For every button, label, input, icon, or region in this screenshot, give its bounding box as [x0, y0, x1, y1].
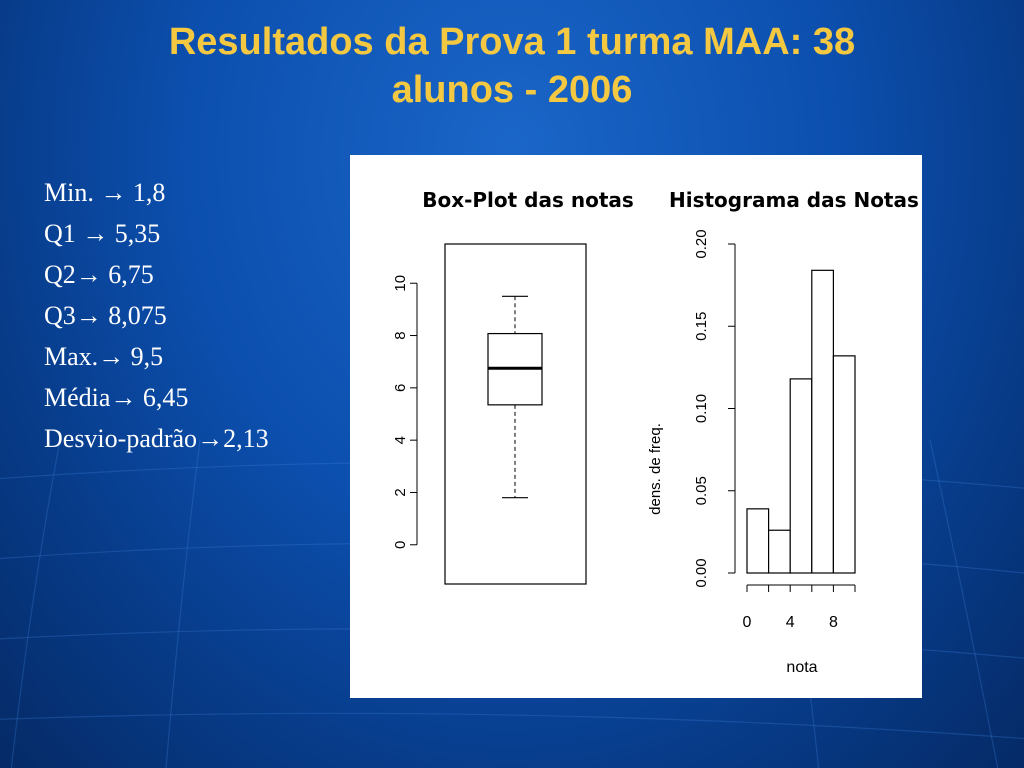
stat-value: 6,45 — [142, 383, 189, 412]
stat-value: 8,075 — [108, 301, 167, 330]
stat-value: 2,13 — [223, 424, 269, 453]
stat-label: Média — [44, 383, 111, 412]
histogram-bar — [746, 508, 770, 574]
histogram-y-tick-label: 0.15 — [693, 312, 710, 341]
stat-value: 6,75 — [108, 260, 154, 289]
histogram-marks: 0.00 0.05 0.10 0.15 0.20 0 4 8 — [693, 229, 856, 631]
stat-q3: Q3→ 8,075 — [44, 295, 269, 336]
summary-statistics-list: Min. → 1,8 Q1 → 5,35 Q2→ 6,75 Q3→ 8,075 … — [44, 172, 269, 459]
stat-mean: Média→ 6,45 — [44, 377, 269, 418]
boxplot-frame — [444, 243, 587, 585]
arrow-icon: → — [82, 219, 109, 248]
boxplot-y-tick-label: 2 — [392, 488, 409, 496]
stat-value: 1,8 — [132, 178, 166, 207]
stat-value: 9,5 — [130, 342, 164, 371]
arrow-icon: → — [98, 342, 125, 371]
stat-label: Q2 — [44, 260, 76, 289]
boxplot-y-tick-label: 4 — [392, 436, 409, 444]
arrow-icon: → — [110, 383, 137, 412]
histogram-x-axis-label: nota — [786, 659, 817, 676]
stat-label: Q3 — [44, 301, 76, 330]
arrow-icon: → — [75, 301, 102, 330]
histogram-bar — [811, 269, 834, 574]
histogram-y-tick-label: 0.00 — [693, 558, 710, 587]
boxplot-marks: 0 2 4 6 8 10 — [392, 275, 543, 549]
stat-q1: Q1 → 5,35 — [44, 213, 269, 254]
stat-value: 5,35 — [114, 219, 161, 248]
histogram-x-tick-label: 8 — [829, 614, 838, 631]
boxplot-title: Box-Plot das notas — [422, 188, 634, 212]
histogram-y-tick-label: 0.20 — [693, 229, 710, 258]
arrow-icon: → — [197, 424, 224, 453]
stat-label: Max. — [44, 342, 99, 371]
chart-figure: Box-Plot das notas Histograma das Notas … — [350, 155, 922, 698]
histogram-y-tick-label: 0.05 — [693, 476, 710, 505]
histogram-x-tick-label: 0 — [743, 614, 752, 631]
stat-label: Min. — [44, 178, 94, 207]
boxplot-y-tick-label: 6 — [392, 384, 409, 392]
boxplot-y-tick-label: 10 — [392, 275, 409, 292]
stat-q2: Q2→ 6,75 — [44, 254, 269, 295]
histogram-y-tick-label: 0.10 — [693, 394, 710, 423]
slide-title-line-2: alunos - 2006 — [391, 69, 633, 111]
arrow-icon: → — [100, 178, 127, 207]
chart-canvas: Box-Plot das notas Histograma das Notas … — [392, 188, 919, 676]
histogram-bar — [789, 378, 813, 574]
arrow-icon: → — [75, 260, 102, 289]
histogram-x-tick-label: 4 — [786, 614, 795, 631]
boxplot-y-tick-label: 0 — [392, 541, 409, 549]
stat-std-dev: Desvio-padrão→2,13 — [44, 418, 269, 459]
histogram-bar — [768, 529, 791, 574]
slide-title: Resultados da Prova 1 turma MAA: 38 alun… — [0, 18, 1024, 114]
stat-max: Max.→ 9,5 — [44, 336, 269, 377]
stat-min: Min. → 1,8 — [44, 172, 269, 213]
stat-label: Desvio-padrão — [44, 424, 198, 453]
histogram-y-axis-label: dens. de freq. — [647, 423, 664, 515]
histogram-bar — [832, 355, 856, 574]
boxplot-y-tick-label: 8 — [392, 331, 409, 339]
slide-title-line-1: Resultados da Prova 1 turma MAA: 38 — [168, 21, 856, 63]
histogram-title: Histograma das Notas — [669, 188, 919, 212]
stat-label: Q1 — [44, 219, 76, 248]
